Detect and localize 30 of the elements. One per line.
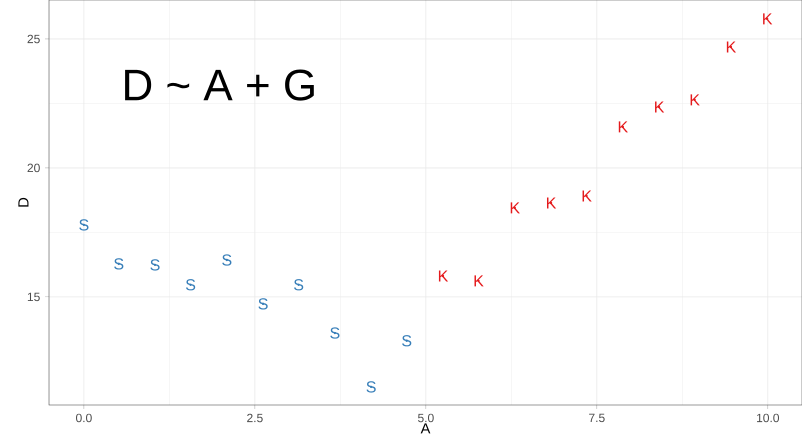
y-tick-label: 25	[28, 34, 40, 44]
text: K	[690, 94, 700, 106]
text: S	[79, 219, 88, 231]
series-label: S	[402, 335, 412, 346]
x-tick-label: 5.0	[418, 414, 434, 422]
text: K	[655, 102, 664, 113]
series-label: K	[726, 41, 736, 52]
y-axis-title: D	[18, 198, 28, 207]
text: S	[114, 258, 124, 270]
y-tick-label: 15	[28, 292, 40, 302]
text: K	[618, 121, 628, 132]
text: S	[150, 259, 160, 271]
text: S	[366, 381, 376, 393]
x-tick-label: 7.5	[589, 414, 605, 422]
text: K	[510, 202, 520, 214]
x-tick-label: 0.0	[76, 414, 92, 422]
text: S	[330, 327, 340, 339]
annotation: D ~ A + G	[125, 69, 314, 101]
text: K	[546, 198, 556, 209]
text: S	[294, 279, 304, 290]
x-tick-label: 2.5	[247, 414, 263, 422]
text: K	[474, 275, 484, 286]
text: K	[438, 270, 448, 282]
text: S	[186, 279, 196, 290]
x-tick-label: 10.0	[757, 414, 780, 422]
text: K	[763, 13, 772, 24]
text: K	[582, 190, 592, 202]
text: S	[258, 298, 268, 310]
y-tick-label: 20	[28, 164, 40, 172]
x-axis-title: A	[420, 423, 430, 434]
